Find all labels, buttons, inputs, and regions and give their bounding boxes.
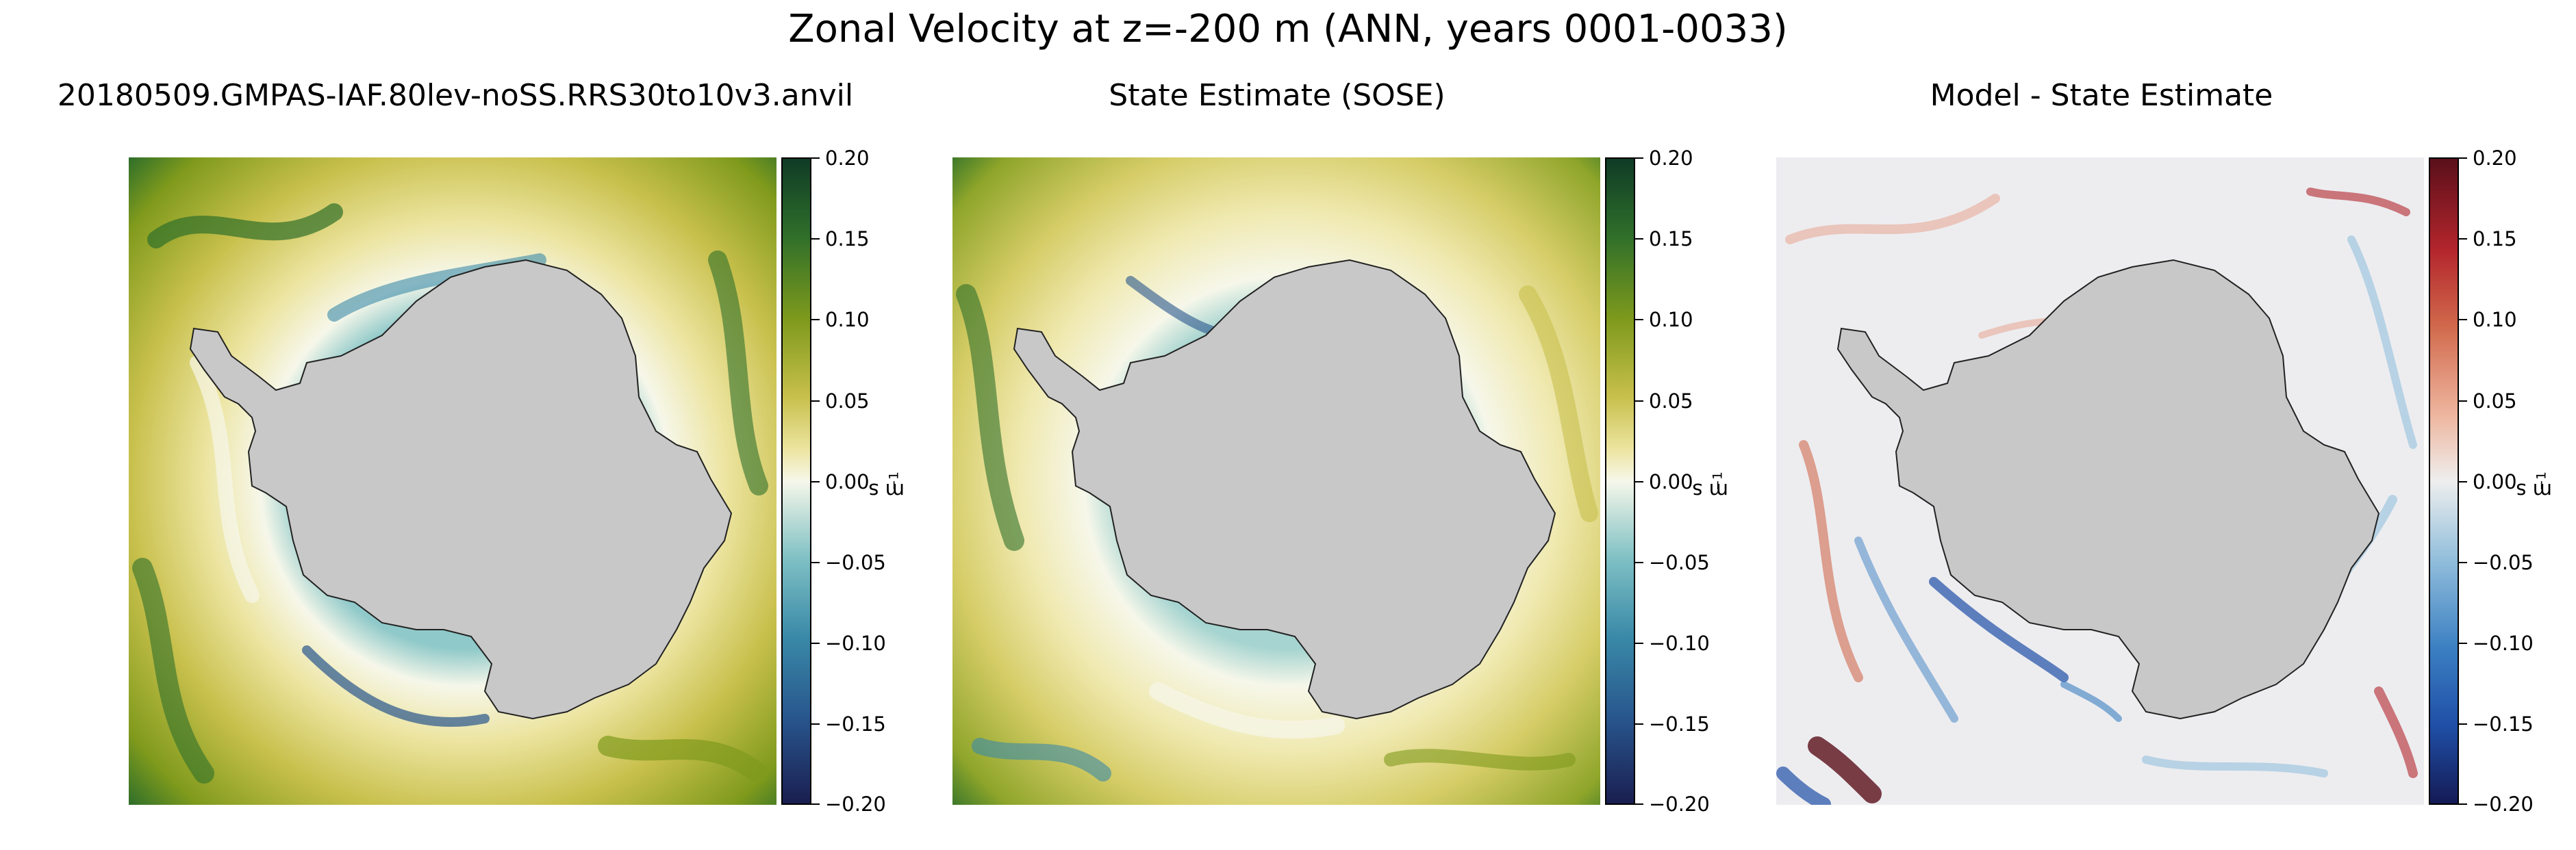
panel-3-antarctica xyxy=(1836,259,2380,720)
cbar-3-tick: 0.20 xyxy=(2473,146,2517,170)
panel-1-map xyxy=(129,157,776,805)
cbar-3-tick: 0.00 xyxy=(2473,470,2517,493)
panel-2-map xyxy=(952,157,1600,805)
cbar-2-tick: 0.20 xyxy=(1649,146,1693,170)
cbar-1-tick: −0.15 xyxy=(825,712,886,736)
cbar-3-tick: −0.05 xyxy=(2473,551,2534,574)
panel-3-eddies xyxy=(1776,188,2418,805)
cbar-2-tick: 0.00 xyxy=(1649,470,1693,493)
panel-2-title: State Estimate (SOSE) xyxy=(1109,78,1445,113)
cbar-2-tick: −0.10 xyxy=(1649,632,1710,655)
panel-3-title: Model - State Estimate xyxy=(1930,78,2273,113)
cbar-1-tick: −0.20 xyxy=(825,793,886,816)
cbar-3-tick: 0.10 xyxy=(2473,308,2517,331)
panel-2-heatmap xyxy=(952,157,1600,805)
cbar-2-tick: 0.15 xyxy=(1649,227,1693,250)
cbar-3-tick: 0.05 xyxy=(2473,389,2517,413)
cbar-2-tick: 0.10 xyxy=(1649,308,1693,331)
cbar-1-tick: 0.15 xyxy=(825,227,870,250)
panel-3-map xyxy=(1776,157,2424,805)
panel-3-heatmap xyxy=(1776,157,2424,805)
cbar-1-tick: 0.05 xyxy=(825,389,870,413)
cbar-3-tick: 0.15 xyxy=(2473,227,2517,250)
cbar-2-tick: 0.05 xyxy=(1649,389,1693,413)
panel-1-heatmap xyxy=(129,157,776,805)
cbar-3-tick: −0.15 xyxy=(2473,712,2534,736)
cbar-1-tick: 0.00 xyxy=(825,470,870,493)
cbar-2-tick: −0.20 xyxy=(1649,793,1710,816)
cbar-1-tick: 0.20 xyxy=(825,146,870,170)
cbar-1-tick: 0.10 xyxy=(825,308,870,331)
panel-3-colorbar xyxy=(2429,157,2459,805)
panel-2-antarctica xyxy=(1013,259,1556,720)
cbar-2-tick: −0.05 xyxy=(1649,551,1710,574)
panel-1-colorbar xyxy=(781,157,811,805)
panel-2-colorbar xyxy=(1605,157,1635,805)
cbar-3-tick: −0.20 xyxy=(2473,793,2534,816)
cbar-1-tick: −0.10 xyxy=(825,632,886,655)
panel-1-title: 20180509.GMPAS-IAF.80lev-noSS.RRS30to10v… xyxy=(57,78,854,113)
cbar-1-tick: −0.05 xyxy=(825,551,886,574)
figure-title: Zonal Velocity at z=-200 m (ANN, years 0… xyxy=(788,7,1788,51)
cbar-2-tick: −0.15 xyxy=(1649,712,1710,736)
cbar-3-tick: −0.10 xyxy=(2473,632,2534,655)
panel-1-antarctica xyxy=(189,259,733,720)
